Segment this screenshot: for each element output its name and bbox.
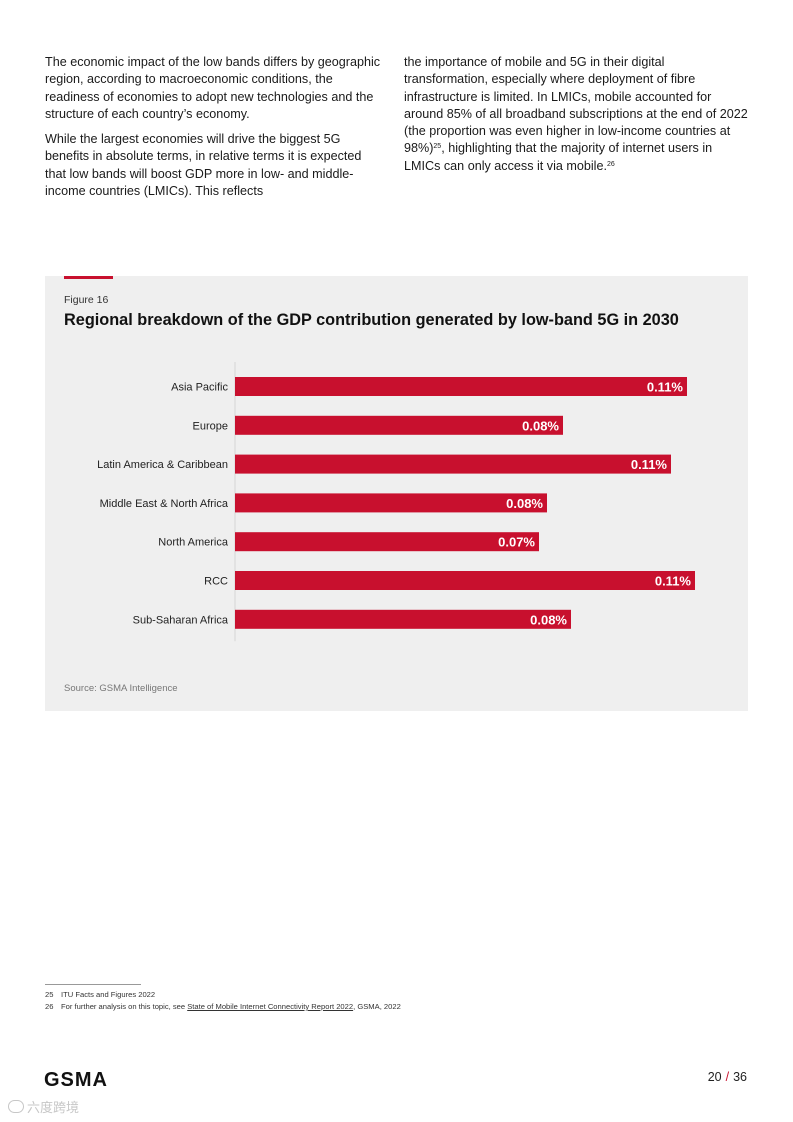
footnote-number: 26 [45,1002,54,1011]
footnote: 25 ITU Facts and Figures 2022 [45,990,155,999]
footnote-divider [45,984,141,985]
figure-title: Regional breakdown of the GDP contributi… [64,311,679,329]
page-separator: / [725,1070,730,1084]
watermark-logo-icon [8,1100,24,1113]
figure-accent-bar [64,276,113,279]
bar-chart: Asia Pacific 0.11% Europe 0.08% Latin Americ… [97,362,695,642]
body-column-right: the importance of mobile and 5G in their… [404,54,749,183]
paragraph-text: , highlighting that the majority of inte… [404,141,713,173]
bar [235,493,547,513]
page-number: 20/36 [708,1070,747,1084]
bar-value-label: 0.11% [647,380,684,395]
bar [235,532,539,552]
bar [235,609,571,629]
watermark: 六度跨境 [8,1097,79,1116]
bar-value-label: 0.08% [530,612,567,627]
bar [235,454,671,474]
paragraph: The economic impact of the low bands dif… [45,55,381,121]
bar [235,415,563,435]
footnote-text: , GSMA, 2022 [353,1002,401,1011]
watermark-text: 六度跨境 [27,1100,80,1115]
bar [235,377,687,396]
footnote: 26 For further analysis on this topic, se… [45,1002,401,1011]
bar-value-label: 0.07% [498,535,535,550]
footnote-text: ITU Facts and Figures 2022 [61,990,156,999]
paragraph: While the largest economies will drive t… [45,132,362,199]
figure-panel: Figure 16 Regional breakdown of the GDP … [45,276,748,711]
footnote-ref[interactable]: 26 [606,160,615,168]
footnote-text: For further analysis on this topic, see [61,1002,188,1011]
bar-value-label: 0.08% [506,496,543,511]
bar-value-label: 0.11% [631,457,668,472]
category-label: Europe [193,420,228,432]
figure-label: Figure 16 [64,294,109,306]
body-column-left: The economic impact of the low bands dif… [45,54,385,208]
bar-value-label: 0.08% [522,418,559,433]
gsma-logo: GSMA [44,1069,108,1091]
page-current: 20 [707,1070,722,1084]
paragraph: the importance of mobile and 5G in their… [404,54,749,175]
category-label: Latin America & Caribbean [97,459,228,471]
bar [235,571,695,590]
footnote-number: 25 [45,990,54,999]
report-link[interactable]: State of Mobile Internet Connectivity Re… [187,1002,354,1011]
category-label: Asia Pacific [171,382,228,394]
category-label: RCC [204,576,228,588]
page-total: 36 [733,1070,747,1084]
category-label: Sub-Saharan Africa [133,614,229,626]
category-label: Middle East & North Africa [100,498,229,510]
paragraph-text: the importance of mobile and 5G in their… [404,55,748,156]
figure-source: Source: GSMA Intelligence [64,683,178,694]
footnote-ref[interactable]: 25 [433,143,442,151]
bar-value-label: 0.11% [655,574,692,589]
category-label: North America [158,537,229,549]
